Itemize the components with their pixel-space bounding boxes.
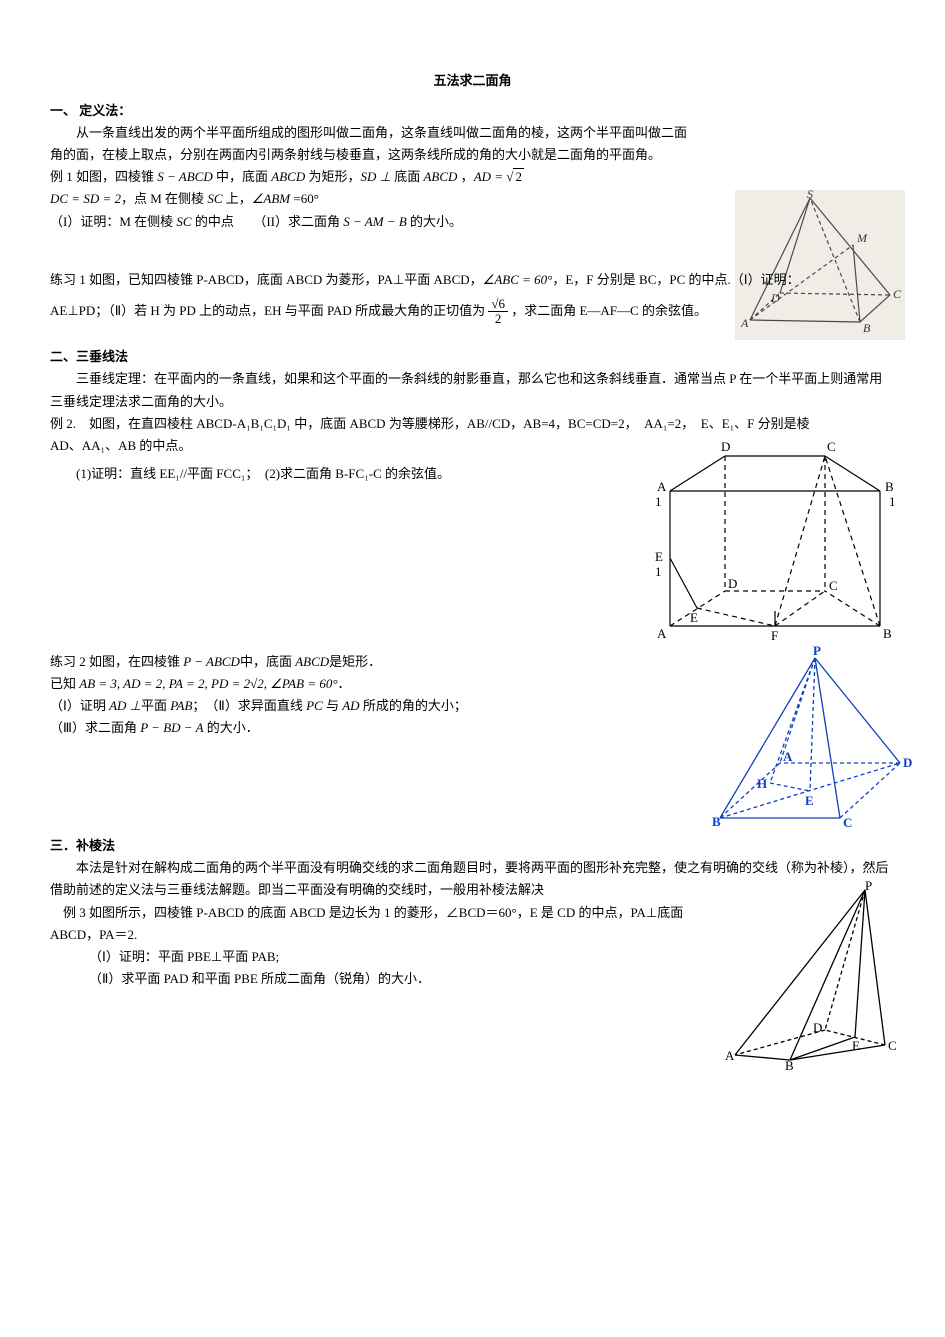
svg-text:E: E (690, 610, 698, 625)
svg-text:1: 1 (655, 494, 662, 509)
svg-text:H: H (757, 776, 767, 791)
s1-head: 一、 定义法： (50, 100, 690, 122)
svg-text:D: D (721, 439, 730, 454)
p1-line2: AE⊥PD；（Ⅱ）若 H 为 PD 上的动点，EH 与平面 PAD 所成最大角的… (50, 297, 895, 327)
svg-text:M: M (856, 231, 868, 245)
ex2-line2: AD、AA₁、AB 的中点。 (50, 435, 600, 457)
svg-text:1: 1 (655, 564, 662, 579)
svg-text:B: B (785, 1058, 794, 1070)
svg-text:C: C (829, 578, 838, 593)
figure-2: D C A B 1 1 E 1 D C E A F B (645, 436, 905, 646)
practice-2: 练习 2 如图，在四棱锥 P − ABCD中，底面 ABCD是矩形． 已知 AB… (50, 651, 895, 739)
section-2: 二、三垂线法 三垂线定理：在平面内的一条直线，如果和这个平面的一条斜线的射影垂直… (50, 346, 895, 485)
ex2-line1: 例 2. 如图，在直四棱柱 ABCD-A₁B₁C₁D₁ 中，底面 ABCD 为等… (50, 413, 895, 435)
s2-para: 三垂线定理：在平面内的一条直线，如果和这个平面的一条斜线的射影垂直，那么它也和这… (50, 368, 895, 412)
p2-line2: 已知 AB = 3, AD = 2, PA = 2, PD = 2√2, ∠PA… (50, 673, 650, 695)
svg-text:D: D (728, 576, 737, 591)
ex1-line1: 例 1 如图，四棱锥 S − ABCD 中，底面 ABCD 为矩形，SD ⊥ 底… (50, 166, 690, 188)
svg-text:B: B (885, 479, 894, 494)
svg-text:D: D (813, 1020, 822, 1035)
ex1-line2: DC = SD = 2，点 M 在侧棱 SC 上，∠ABM =60° (50, 188, 690, 210)
svg-text:F: F (771, 628, 778, 643)
ex3-line1: 例 3 如图所示，四棱锥 P-ABCD 的底面 ABCD 是边长为 1 的菱形，… (50, 902, 710, 946)
svg-text:A: A (657, 479, 667, 494)
figure-3: P A D B C H E (685, 643, 915, 833)
section-3: 三．补棱法 本法是针对在解构成二面角的两个半平面没有明确交线的求二面角题目时，要… (50, 835, 895, 990)
svg-text:E: E (852, 1038, 860, 1053)
svg-text:C: C (843, 815, 852, 830)
p2-line4: （Ⅲ）求二面角 P − BD − A 的大小． (50, 717, 650, 739)
svg-text:P: P (865, 880, 872, 893)
practice-1: 练习 1 如图，已知四棱锥 P-ABCD，底面 ABCD 为菱形，PA⊥平面 A… (50, 269, 895, 327)
s1-para: 从一条直线出发的两个半平面所组成的图形叫做二面角，这条直线叫做二面角的棱，这两个… (50, 122, 690, 166)
section-1: 一、 定义法： 从一条直线出发的两个半平面所组成的图形叫做二面角，这条直线叫做二… (50, 100, 895, 233)
svg-text:B: B (883, 626, 892, 641)
svg-text:A: A (657, 626, 667, 641)
ex1-line3: （I）证明：M 在侧棱 SC 的中点 （II）求二面角 S − AM − B 的… (50, 211, 690, 233)
s3-head: 三．补棱法 (50, 835, 710, 857)
ex3-line2: （Ⅰ）证明：平面 PBE⊥平面 PAB; (50, 946, 710, 968)
svg-text:E: E (805, 793, 814, 808)
p2-line1: 练习 2 如图，在四棱锥 P − ABCD中，底面 ABCD是矩形． (50, 651, 650, 673)
p2-line3: （Ⅰ）证明 AD ⊥平面 PAB； （Ⅱ）求异面直线 PC 与 AD 所成的角的… (50, 695, 650, 717)
svg-text:S: S (807, 190, 813, 201)
svg-text:C: C (888, 1038, 897, 1053)
svg-text:1: 1 (889, 494, 896, 509)
svg-text:E: E (655, 549, 663, 564)
svg-text:B: B (712, 814, 721, 829)
s2-head: 二、三垂线法 (50, 346, 600, 368)
svg-text:A: A (783, 749, 793, 764)
svg-text:P: P (813, 643, 821, 658)
svg-text:A: A (725, 1048, 735, 1063)
doc-title: 五法求二面角 (50, 70, 895, 92)
ex2-line3: (1)证明：直线 EE₁//平面 FCC₁； (2)求二面角 B-FC₁-C 的… (50, 463, 600, 485)
figure-4: P A B C D E (715, 880, 905, 1070)
ex3-line3: （Ⅱ）求平面 PAD 和平面 PBE 所成二面角（锐角）的大小． (50, 968, 710, 990)
svg-text:D: D (903, 755, 912, 770)
svg-text:C: C (827, 439, 836, 454)
p1-line1: 练习 1 如图，已知四棱锥 P-ABCD，底面 ABCD 为菱形，PA⊥平面 A… (50, 269, 895, 291)
